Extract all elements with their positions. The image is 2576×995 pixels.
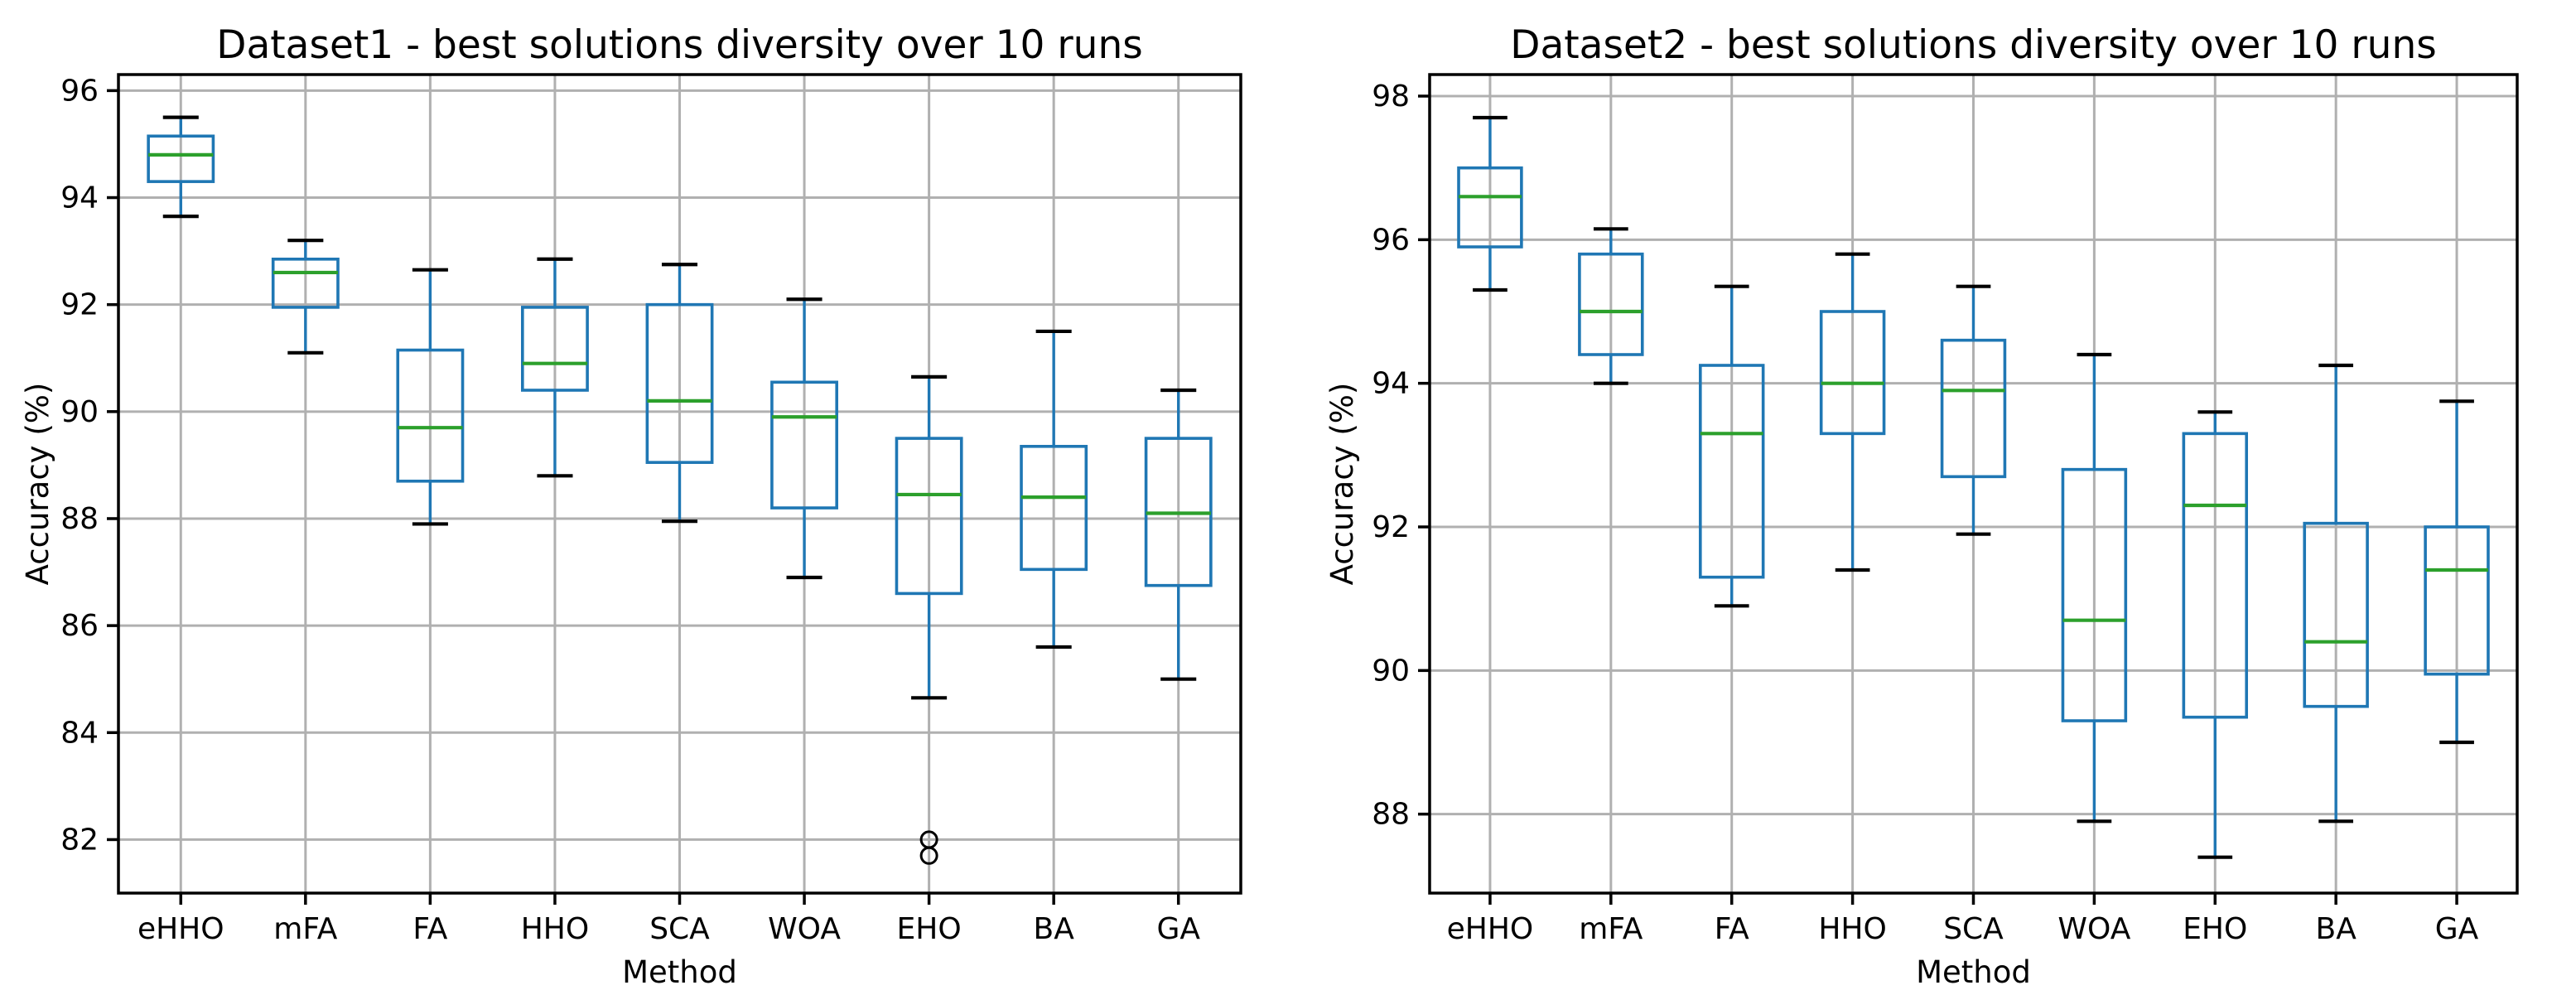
x-tick-label: FA bbox=[412, 912, 447, 946]
x-tick-label: mFA bbox=[1579, 912, 1643, 946]
y-tick-label: 90 bbox=[60, 395, 99, 429]
y-tick-label: 92 bbox=[1372, 510, 1410, 544]
x-tick-label: BA bbox=[1034, 912, 1075, 946]
y-tick-label: 88 bbox=[1372, 798, 1410, 832]
box-plot-group bbox=[1020, 329, 1088, 650]
box-plot-group bbox=[396, 268, 465, 526]
box-plot-group bbox=[895, 374, 963, 865]
iqr-box bbox=[645, 302, 714, 464]
x-tick-label: GA bbox=[2435, 912, 2479, 946]
x-tick-label: BA bbox=[2316, 912, 2357, 946]
box-plot-group bbox=[1578, 227, 1644, 385]
y-tick-label: 96 bbox=[1372, 223, 1410, 257]
plot-title: Dataset1 - best solutions diversity over… bbox=[216, 22, 1143, 68]
y-tick-label: 92 bbox=[60, 288, 99, 322]
box-plot-group bbox=[1940, 284, 2007, 536]
iqr-box bbox=[2061, 467, 2128, 722]
box-plot-group bbox=[2424, 399, 2490, 745]
x-tick-label: eHHO bbox=[1447, 912, 1534, 946]
iqr-box bbox=[1020, 444, 1088, 572]
iqr-box bbox=[520, 306, 589, 392]
x-tick-label: HHO bbox=[521, 912, 589, 946]
iqr-box bbox=[770, 380, 839, 510]
y-tick-label: 88 bbox=[60, 502, 99, 536]
x-tick-label: EHO bbox=[2183, 912, 2247, 946]
iqr-box bbox=[2303, 521, 2369, 708]
box-plot-group bbox=[520, 257, 589, 478]
iqr-box bbox=[271, 257, 340, 309]
box-plot-group bbox=[1698, 284, 1765, 608]
y-tick-label: 82 bbox=[60, 823, 99, 857]
iqr-box bbox=[1819, 310, 1886, 436]
iqr-box bbox=[895, 437, 963, 596]
x-tick-label: EHO bbox=[897, 912, 962, 946]
iqr-box bbox=[1698, 364, 1765, 579]
y-axis-label: Accuracy (%) bbox=[20, 383, 55, 586]
y-tick-label: 96 bbox=[60, 74, 99, 108]
x-tick-label: WOA bbox=[2057, 912, 2130, 946]
x-tick-label: FA bbox=[1715, 912, 1749, 946]
plot-area: 88 90 92 94 96 98 eHHO mFA FA HHO SCA WOA EHO BA GA Dat… bbox=[1324, 22, 2519, 990]
x-tick-label: eHHO bbox=[137, 912, 224, 946]
iqr-box bbox=[1578, 252, 1644, 356]
box-plot-group bbox=[2303, 363, 2369, 824]
box-plot-group bbox=[2061, 352, 2128, 824]
x-tick-label: HHO bbox=[1818, 912, 1886, 946]
box-plot-group bbox=[1457, 115, 1523, 292]
box-plot-group bbox=[645, 263, 714, 524]
box-plot-group bbox=[1144, 388, 1213, 681]
x-tick-label: SCA bbox=[1943, 912, 2004, 946]
x-tick-label: GA bbox=[1156, 912, 1200, 946]
y-tick-label: 98 bbox=[1372, 80, 1410, 114]
plot-title: Dataset2 - best solutions diversity over… bbox=[1510, 22, 2437, 68]
iqr-box bbox=[396, 348, 465, 483]
box-plot-group bbox=[770, 297, 839, 580]
x-tick-label: WOA bbox=[768, 912, 841, 946]
box-plot-group bbox=[147, 115, 215, 219]
y-tick-label: 86 bbox=[60, 609, 99, 643]
outlier-point bbox=[919, 846, 938, 865]
iqr-box bbox=[1940, 338, 2007, 479]
boxplot-dataset1: 82 84 86 88 90 92 94 96 eHHO mFA FA HHO SCA WOA EHO BA G… bbox=[20, 22, 1242, 990]
y-axis-label: Accuracy (%) bbox=[1324, 383, 1360, 586]
iqr-box bbox=[2424, 525, 2490, 676]
y-tick-label: 94 bbox=[60, 181, 99, 215]
plot-area: 82 84 86 88 90 92 94 96 eHHO mFA FA HHO SCA WOA EHO BA G… bbox=[20, 22, 1242, 990]
box-plot-group bbox=[2182, 410, 2249, 859]
y-tick-label: 84 bbox=[60, 716, 99, 750]
box-plot-group bbox=[271, 239, 340, 355]
box-plot-group bbox=[1819, 252, 1886, 572]
x-tick-label: mFA bbox=[273, 912, 337, 946]
x-tick-label: SCA bbox=[649, 912, 710, 946]
iqr-box bbox=[1457, 166, 1523, 249]
y-tick-label: 90 bbox=[1372, 654, 1410, 688]
x-axis-label: Method bbox=[1916, 954, 2031, 990]
y-tick-label: 94 bbox=[1372, 367, 1410, 401]
x-axis-label: Method bbox=[622, 954, 737, 990]
boxplot-dataset2: 88 90 92 94 96 98 eHHO mFA FA HHO SCA WOA EHO BA GA Dat… bbox=[1292, 0, 2576, 995]
iqr-box bbox=[2182, 432, 2249, 719]
iqr-box bbox=[147, 134, 215, 183]
